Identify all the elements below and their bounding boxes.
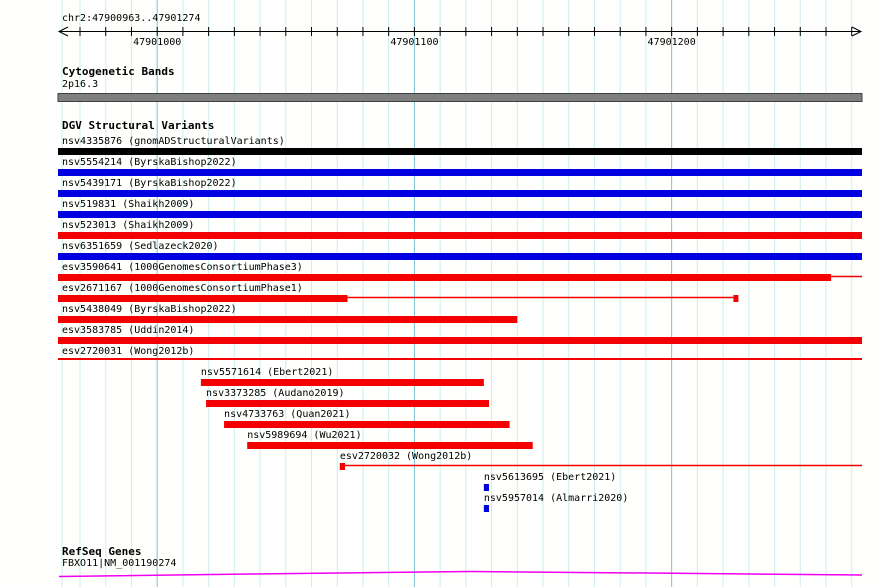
variant-bar-nsv5438049[interactable] [58, 316, 518, 323]
variant-label-esv2671167[interactable]: esv2671167 (1000GenomesConsortiumPhase1) [62, 283, 303, 294]
variant-bar-esv2671167[interactable] [58, 295, 348, 302]
variant-label-nsv4733763[interactable]: nsv4733763 (Quan2021) [224, 409, 351, 420]
ruler-arrow-left [57, 26, 69, 37]
variant-bar-nsv4733763[interactable] [224, 421, 510, 428]
variant-nsv5613695[interactable] [483, 484, 490, 491]
variant-label-esv2720032[interactable]: esv2720032 (Wong2012b) [339, 451, 473, 462]
variant-bar-nsv5439171[interactable] [58, 190, 862, 197]
variant-bar-esv3590641[interactable] [58, 274, 832, 281]
variant-nsv3373285[interactable] [206, 400, 490, 407]
variant-nsv5989694[interactable] [247, 442, 533, 449]
variant-nsv523013[interactable] [58, 232, 862, 239]
variant-label-nsv5989694[interactable]: nsv5989694 (Wu2021) [247, 430, 362, 441]
cytoband-2p16.3[interactable] [57, 93, 863, 102]
variant-esv3583785[interactable] [58, 337, 862, 344]
variant-bar-nsv6351659[interactable] [58, 253, 862, 260]
variant-esv2720031[interactable] [58, 358, 862, 360]
variant-box-esv2720032[interactable] [339, 463, 345, 470]
variant-bar-nsv5989694[interactable] [247, 442, 533, 449]
region-label: chr2:47900963..47901274 [62, 13, 201, 24]
cytoband-label: 2p16.3 [62, 79, 99, 90]
variant-bar-nsv5554214[interactable] [58, 169, 862, 176]
variant-box-nsv5613695[interactable] [483, 484, 490, 491]
variant-label-esv3590641[interactable]: esv3590641 (1000GenomesConsortiumPhase3) [62, 262, 303, 273]
variant-label-nsv5554214[interactable]: nsv5554214 (ByrskaBishop2022) [62, 157, 237, 168]
variant-box-esv2671167[interactable] [733, 295, 739, 302]
gene-label: FBXO11|NM_001190274 [62, 558, 177, 569]
variant-label-esv2720031[interactable]: esv2720031 (Wong2012b) [62, 346, 195, 357]
ruler-tick-label: 47901100 [390, 37, 439, 48]
variant-label-nsv5571614[interactable]: nsv5571614 (Ebert2021) [200, 367, 334, 378]
variant-esv2720032[interactable] [339, 463, 862, 470]
variant-nsv4733763[interactable] [224, 421, 510, 428]
variant-esv2671167[interactable] [58, 295, 739, 302]
variant-nsv4335876[interactable] [58, 148, 862, 155]
ruler-tick-label: 47901200 [647, 37, 696, 48]
variant-nsv5439171[interactable] [58, 190, 862, 197]
section-title-dgv-structural-variants: DGV Structural Variants [62, 119, 215, 132]
section-title-cytogenetic-bands: Cytogenetic Bands [62, 65, 175, 78]
ruler-arrow-right [851, 26, 863, 37]
variant-label-nsv5957014[interactable]: nsv5957014 (Almarri2020) [483, 493, 629, 504]
variant-box-nsv5957014[interactable] [483, 505, 490, 512]
variant-bar-esv3583785[interactable] [58, 337, 862, 344]
variant-esv3590641[interactable] [58, 274, 862, 281]
variant-label-nsv6351659[interactable]: nsv6351659 (Sedlazeck2020) [62, 241, 219, 252]
variant-label-nsv3373285[interactable]: nsv3373285 (Audano2019) [206, 388, 345, 399]
variant-nsv519831[interactable] [58, 211, 862, 218]
variant-label-nsv523013[interactable]: nsv523013 (Shaikh2009) [62, 220, 195, 231]
variant-bar-nsv519831[interactable] [58, 211, 862, 218]
variant-bar-nsv3373285[interactable] [206, 400, 490, 407]
gene-line-FBXO11[interactable] [58, 570, 863, 578]
variant-bar-nsv523013[interactable] [58, 232, 862, 239]
variant-bar-nsv5571614[interactable] [200, 379, 484, 386]
variant-nsv5957014[interactable] [483, 505, 490, 512]
variant-label-esv3583785[interactable]: esv3583785 (Uddin2014) [62, 325, 195, 336]
ruler [57, 26, 863, 37]
variant-bar-nsv4335876[interactable] [58, 148, 862, 155]
variant-nsv5438049[interactable] [58, 316, 518, 323]
ruler-tick-label: 47901000 [133, 37, 182, 48]
variant-label-nsv5438049[interactable]: nsv5438049 (ByrskaBishop2022) [62, 304, 237, 315]
variant-label-nsv519831[interactable]: nsv519831 (Shaikh2009) [62, 199, 195, 210]
variant-label-nsv5439171[interactable]: nsv5439171 (ByrskaBishop2022) [62, 178, 237, 189]
variant-nsv5554214[interactable] [58, 169, 862, 176]
section-title-refseq-genes: RefSeq Genes [62, 545, 142, 558]
variant-line-esv2720031[interactable] [58, 358, 862, 360]
variant-label-nsv5613695[interactable]: nsv5613695 (Ebert2021) [483, 472, 617, 483]
variant-label-nsv4335876[interactable]: nsv4335876 (gnomADStructuralVariants) [62, 136, 285, 147]
variant-nsv6351659[interactable] [58, 253, 862, 260]
variant-nsv5571614[interactable] [200, 379, 484, 386]
